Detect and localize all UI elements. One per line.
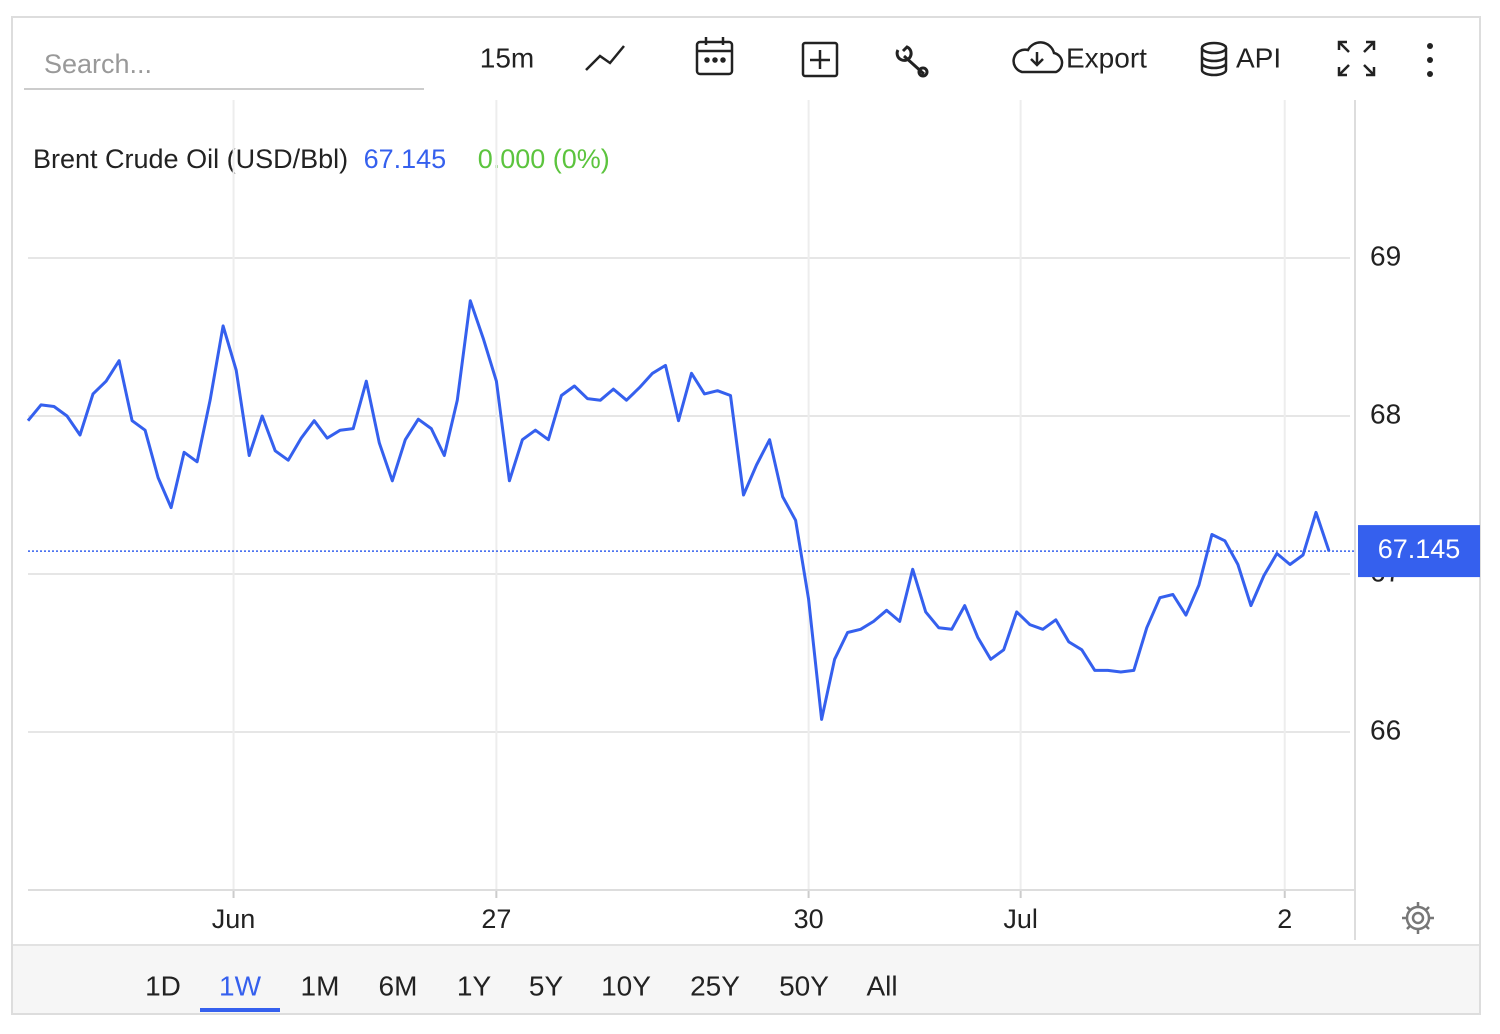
search-placeholder[interactable]: Search... <box>44 49 152 79</box>
calendar-body <box>695 40 734 76</box>
price-line <box>26 299 1331 721</box>
y-tick-label: 66 <box>1370 714 1401 745</box>
range-buttons: 1D 1W 1M 6M 1Y 5Y 10Y 25Y 50Y All <box>145 970 898 1012</box>
chart-type-icon[interactable] <box>585 45 625 71</box>
legend-price: 67.145 <box>364 144 447 174</box>
calendar-dot <box>712 57 718 63</box>
x-tick-label: 2 <box>1277 904 1292 934</box>
api-button[interactable]: API <box>1200 41 1281 77</box>
interval-button[interactable]: 15m <box>480 42 534 73</box>
export-label[interactable]: Export <box>1066 42 1147 73</box>
menu-icon[interactable] <box>1427 43 1433 77</box>
range-button[interactable]: 25Y <box>690 970 740 1001</box>
range-button[interactable]: 6M <box>379 970 418 1001</box>
legend: Brent Crude Oil (USD/Bbl) 67.145 0.000 (… <box>33 144 610 174</box>
last-price-label: 67.145 <box>1378 534 1461 564</box>
range-button[interactable]: 1D <box>145 970 181 1001</box>
api-label[interactable]: API <box>1236 42 1281 73</box>
x-tick-label: Jun <box>212 904 256 934</box>
range-button[interactable]: 1Y <box>457 970 492 1001</box>
search-box[interactable]: Search... <box>24 49 424 90</box>
gear-teeth <box>1402 902 1434 934</box>
compare-box <box>801 41 839 78</box>
x-tick-label: Jul <box>1003 904 1038 934</box>
cloud-icon <box>1012 41 1064 74</box>
y-tick-label: 69 <box>1370 240 1401 271</box>
legend-title: Brent Crude Oil (USD/Bbl) <box>33 144 348 174</box>
y-tick-label: 68 <box>1370 398 1401 429</box>
fullscreen-arrows <box>1337 40 1376 77</box>
tools-icon[interactable] <box>895 45 929 78</box>
range-active-underline <box>200 1008 280 1012</box>
frame <box>11 16 1481 1015</box>
db-body <box>1200 48 1228 77</box>
range-button[interactable]: 1W <box>219 970 262 1001</box>
export-button[interactable]: Export <box>1012 41 1148 74</box>
plot: 66676869Jun2730Jul267.145 <box>26 100 1480 940</box>
wrench <box>895 45 926 76</box>
fullscreen-icon[interactable] <box>1337 40 1376 77</box>
gear-ring <box>1405 905 1431 931</box>
last-price-badge <box>1358 525 1480 578</box>
range-bar <box>13 945 1479 1013</box>
range-button[interactable]: 10Y <box>601 970 651 1001</box>
range-button[interactable]: 1M <box>301 970 340 1001</box>
legend-change: 0.000 (0%) <box>478 144 610 174</box>
gear-hub <box>1411 911 1425 925</box>
x-tick-label: 27 <box>481 904 511 934</box>
database-icon <box>1200 41 1228 77</box>
range-button[interactable]: All <box>866 970 897 1001</box>
calendar-dot <box>720 57 726 63</box>
download-arrow <box>1030 52 1044 67</box>
settings-icon[interactable] <box>1402 902 1434 934</box>
menu-dot <box>1427 71 1433 77</box>
menu-dot <box>1427 43 1433 49</box>
range-button[interactable]: 5Y <box>529 970 564 1001</box>
menu-dot <box>1427 57 1433 63</box>
calendar-icon[interactable] <box>695 37 734 76</box>
range-button[interactable]: 50Y <box>779 970 829 1001</box>
calendar-dot <box>704 57 710 63</box>
x-tick-label: 30 <box>794 904 824 934</box>
wrench-end <box>917 66 929 78</box>
compare-icon[interactable] <box>801 41 839 78</box>
